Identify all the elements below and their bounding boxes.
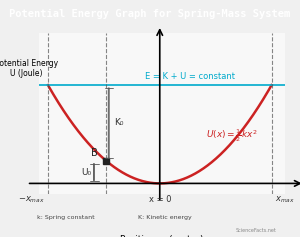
Text: E = K + U = constant: E = K + U = constant <box>145 72 235 81</box>
Text: ScienceFacts.net: ScienceFacts.net <box>235 228 276 233</box>
Text: k: Spring constant: k: Spring constant <box>37 215 95 220</box>
Text: K: Kinetic energy: K: Kinetic energy <box>138 215 192 220</box>
Text: x = 0: x = 0 <box>148 195 171 204</box>
Text: B: B <box>91 148 98 158</box>
Text: $U(x) = \frac{1}{2}kx^2$: $U(x) = \frac{1}{2}kx^2$ <box>206 127 257 144</box>
Text: $-x_{max}$: $-x_{max}$ <box>18 194 44 205</box>
Text: $x_{max}$: $x_{max}$ <box>275 194 295 205</box>
Text: Position, x (meter): Position, x (meter) <box>120 235 204 237</box>
Text: Potential Energy
U (Joule): Potential Energy U (Joule) <box>0 59 58 78</box>
Text: U₀: U₀ <box>82 168 92 177</box>
Text: K₀: K₀ <box>114 118 124 128</box>
Text: Potential Energy Graph for Spring-Mass System: Potential Energy Graph for Spring-Mass S… <box>9 9 291 19</box>
